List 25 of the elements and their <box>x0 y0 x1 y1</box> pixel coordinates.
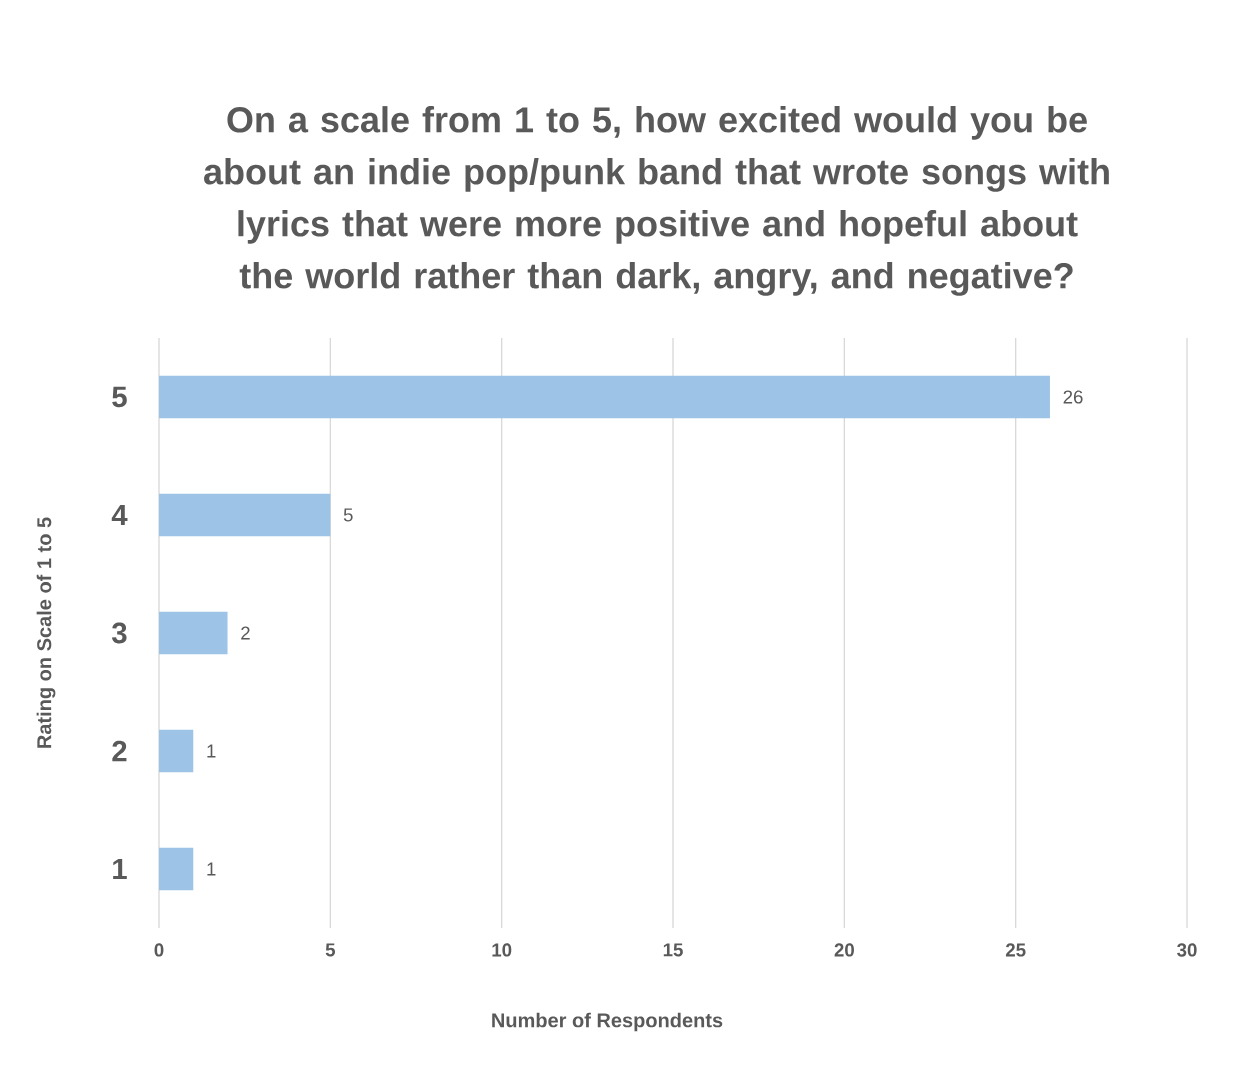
x-tick-label: 30 <box>1177 943 1197 957</box>
x-tick-label: 10 <box>492 943 512 957</box>
y-tick-label: 5 <box>112 386 127 408</box>
data-label: 1 <box>207 862 216 876</box>
x-tick-label: 25 <box>1005 943 1026 957</box>
x-axis-title: Number of Respondents <box>492 1012 723 1032</box>
data-label: 26 <box>1063 390 1083 404</box>
bar <box>159 847 194 891</box>
data-label: 2 <box>241 626 250 640</box>
x-tick-label: 15 <box>663 943 683 957</box>
data-label: 1 <box>207 744 216 758</box>
x-tick-label: 5 <box>325 943 336 957</box>
x-tick-label: 0 <box>154 943 164 957</box>
bar <box>159 493 331 537</box>
y-axis-title: Rating on Scale of 1 to 5 <box>36 517 56 748</box>
y-tick-label: 4 <box>111 504 128 526</box>
y-tick-label: 2 <box>112 740 127 762</box>
data-label: 5 <box>343 508 353 522</box>
y-tick-label: 1 <box>113 858 127 880</box>
bar <box>159 729 194 773</box>
x-tick-label: 20 <box>834 943 854 957</box>
chart-title: On a scale from 1 to 5, how excited would you be about an indie pop/punk band that wrote songs with lyrics that were more positive and hopeful about the world rather than dark, angry, and negative? <box>204 106 1109 296</box>
y-tick-label: 3 <box>111 622 127 644</box>
bar <box>159 375 1050 419</box>
bar <box>159 611 228 655</box>
